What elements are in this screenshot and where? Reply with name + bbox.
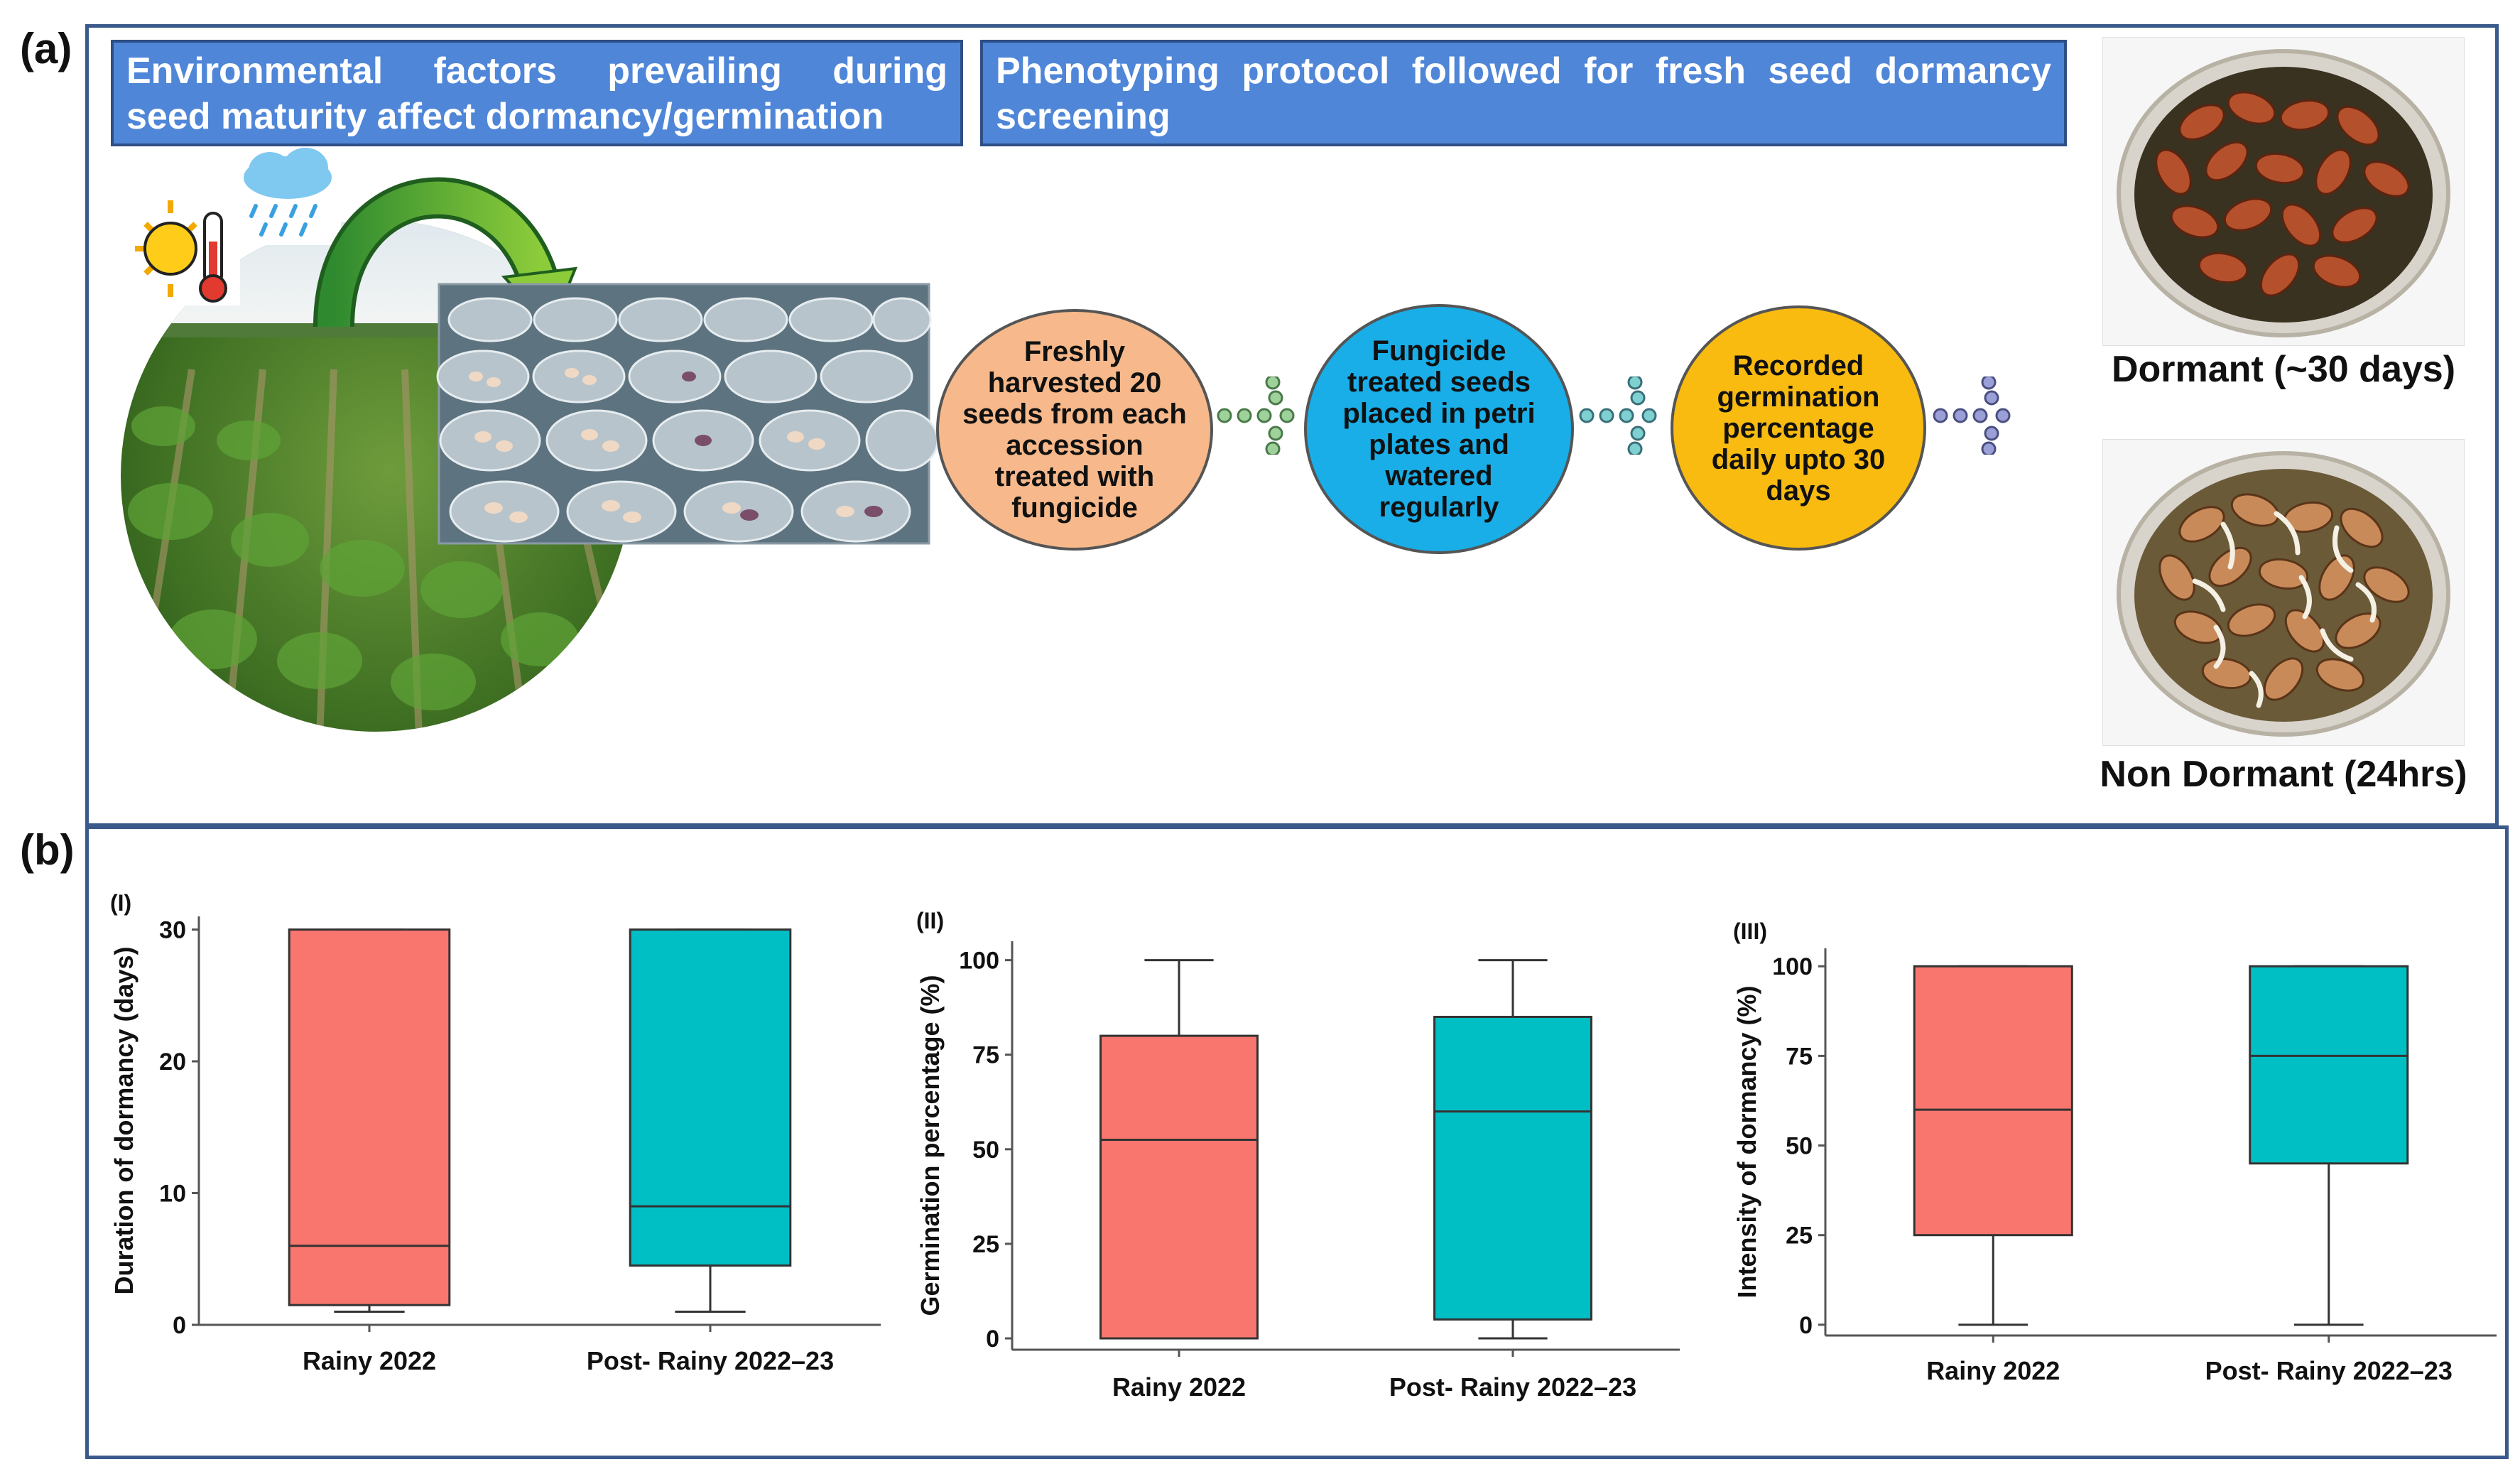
connector-dots-3: [1933, 376, 2011, 455]
x-category-label: Rainy 2022: [1112, 1372, 1246, 1402]
petri-plates-photo: [436, 283, 939, 545]
step-fungicide-treatment: Freshly harvested 20 seeds from each acc…: [936, 309, 1213, 551]
non-dormant-seeds-photo: [2102, 439, 2465, 746]
environment-banner-line1: Environmental factors prevailing during: [126, 50, 947, 92]
x-category-label: Post- Rainy 2022–23: [1389, 1372, 1636, 1402]
y-tick-label: 10: [159, 1181, 186, 1208]
protocol-banner-line2: screening: [996, 96, 1171, 137]
y-tick-label: 30: [159, 917, 186, 944]
non-dormant-caption: Non Dormant (24hrs): [2100, 754, 2467, 795]
y-tick-label: 25: [972, 1231, 999, 1258]
iqr-box: [629, 928, 792, 1267]
box-rainy-2022: [288, 928, 451, 1313]
rain-cloud-icon: [234, 148, 341, 245]
x-category-label: Rainy 2022: [303, 1346, 436, 1375]
box-post-rainy-2022-23: [629, 928, 792, 1313]
iqr-box: [1099, 1034, 1259, 1340]
x-category-label: Post- Rainy 2022–23: [587, 1346, 834, 1375]
sun-thermometer-icon: [135, 199, 240, 305]
environment-banner: Environmental factors prevailing during …: [111, 40, 963, 146]
connector-dots-2: [1579, 376, 1657, 455]
box-post-rainy-2022-23: [2249, 965, 2409, 1326]
step-petri-plates: Fungicide treated seeds placed in petri …: [1304, 304, 1574, 554]
y-axis-label: Duration of dormancy (days): [109, 946, 139, 1294]
x-category-label: Rainy 2022: [1926, 1356, 2060, 1385]
y-tick-label: 25: [1786, 1223, 1813, 1250]
step-record-germination: Recorded germination percentage daily up…: [1671, 305, 1926, 551]
y-tick-label: 0: [173, 1312, 186, 1339]
panel-b-label: (b): [20, 826, 75, 874]
x-category-label: Post- Rainy 2022–23: [2205, 1356, 2453, 1385]
y-tick-label: 50: [1786, 1133, 1813, 1160]
iqr-box: [1433, 1015, 1592, 1321]
y-tick-label: 0: [1799, 1312, 1813, 1339]
y-axis-label: Germination percentage (%): [916, 975, 945, 1316]
y-tick-label: 50: [972, 1137, 999, 1164]
boxplot-intensity-of-dormancy: (III) 0 25 50 75 100 Intensity of dormancy (%)…: [1732, 919, 2497, 1385]
environment-banner-line2: seed maturity affect dormancy/germinatio…: [126, 96, 884, 137]
y-tick-label: 75: [1786, 1043, 1813, 1070]
step-1-text: Freshly harvested 20 seeds from each acc…: [962, 336, 1187, 524]
chart-panel-label: (I): [110, 890, 131, 916]
y-axis-label: Intensity of dormancy (%): [1732, 985, 1761, 1298]
panel-a-label: (a): [20, 25, 72, 72]
box-post-rainy-2022-23: [1433, 959, 1592, 1340]
connector-dots-1: [1217, 376, 1295, 455]
boxplot-duration-of-dormancy: (I) 0 10 20 30 Duration of dormancy (days) Rai…: [109, 890, 881, 1375]
boxplot-germination-percentage: (II) 0 25 50 75 100 Germination percentage (%)…: [916, 908, 1680, 1402]
panel-b-frame: [85, 825, 2509, 1459]
box-rainy-2022: [1099, 959, 1259, 1340]
protocol-banner-line1: Phenotyping protocol followed for fresh …: [996, 50, 2051, 92]
step-3-text: Recorded germination percentage daily up…: [1711, 350, 1886, 506]
dormant-seeds-photo: [2102, 37, 2465, 346]
iqr-box: [288, 928, 451, 1306]
iqr-box: [2249, 965, 2409, 1165]
dormant-caption: Dormant (~30 days): [2111, 349, 2456, 390]
y-tick-label: 100: [959, 948, 999, 975]
chart-panel-label: (III): [1733, 919, 1767, 944]
y-tick-label: 75: [972, 1042, 999, 1069]
y-tick-label: 100: [1772, 953, 1813, 980]
step-2-text: Fungicide treated seeds placed in petri …: [1342, 335, 1536, 523]
protocol-banner: Phenotyping protocol followed for fresh …: [980, 40, 2067, 146]
box-rainy-2022: [1913, 965, 2073, 1326]
iqr-box: [1913, 965, 2073, 1237]
field-illustration: [121, 148, 939, 732]
y-tick-label: 20: [159, 1049, 186, 1076]
y-tick-label: 0: [986, 1326, 999, 1353]
chart-panel-label: (II): [916, 908, 944, 933]
panel-a-frame: [85, 24, 2499, 827]
